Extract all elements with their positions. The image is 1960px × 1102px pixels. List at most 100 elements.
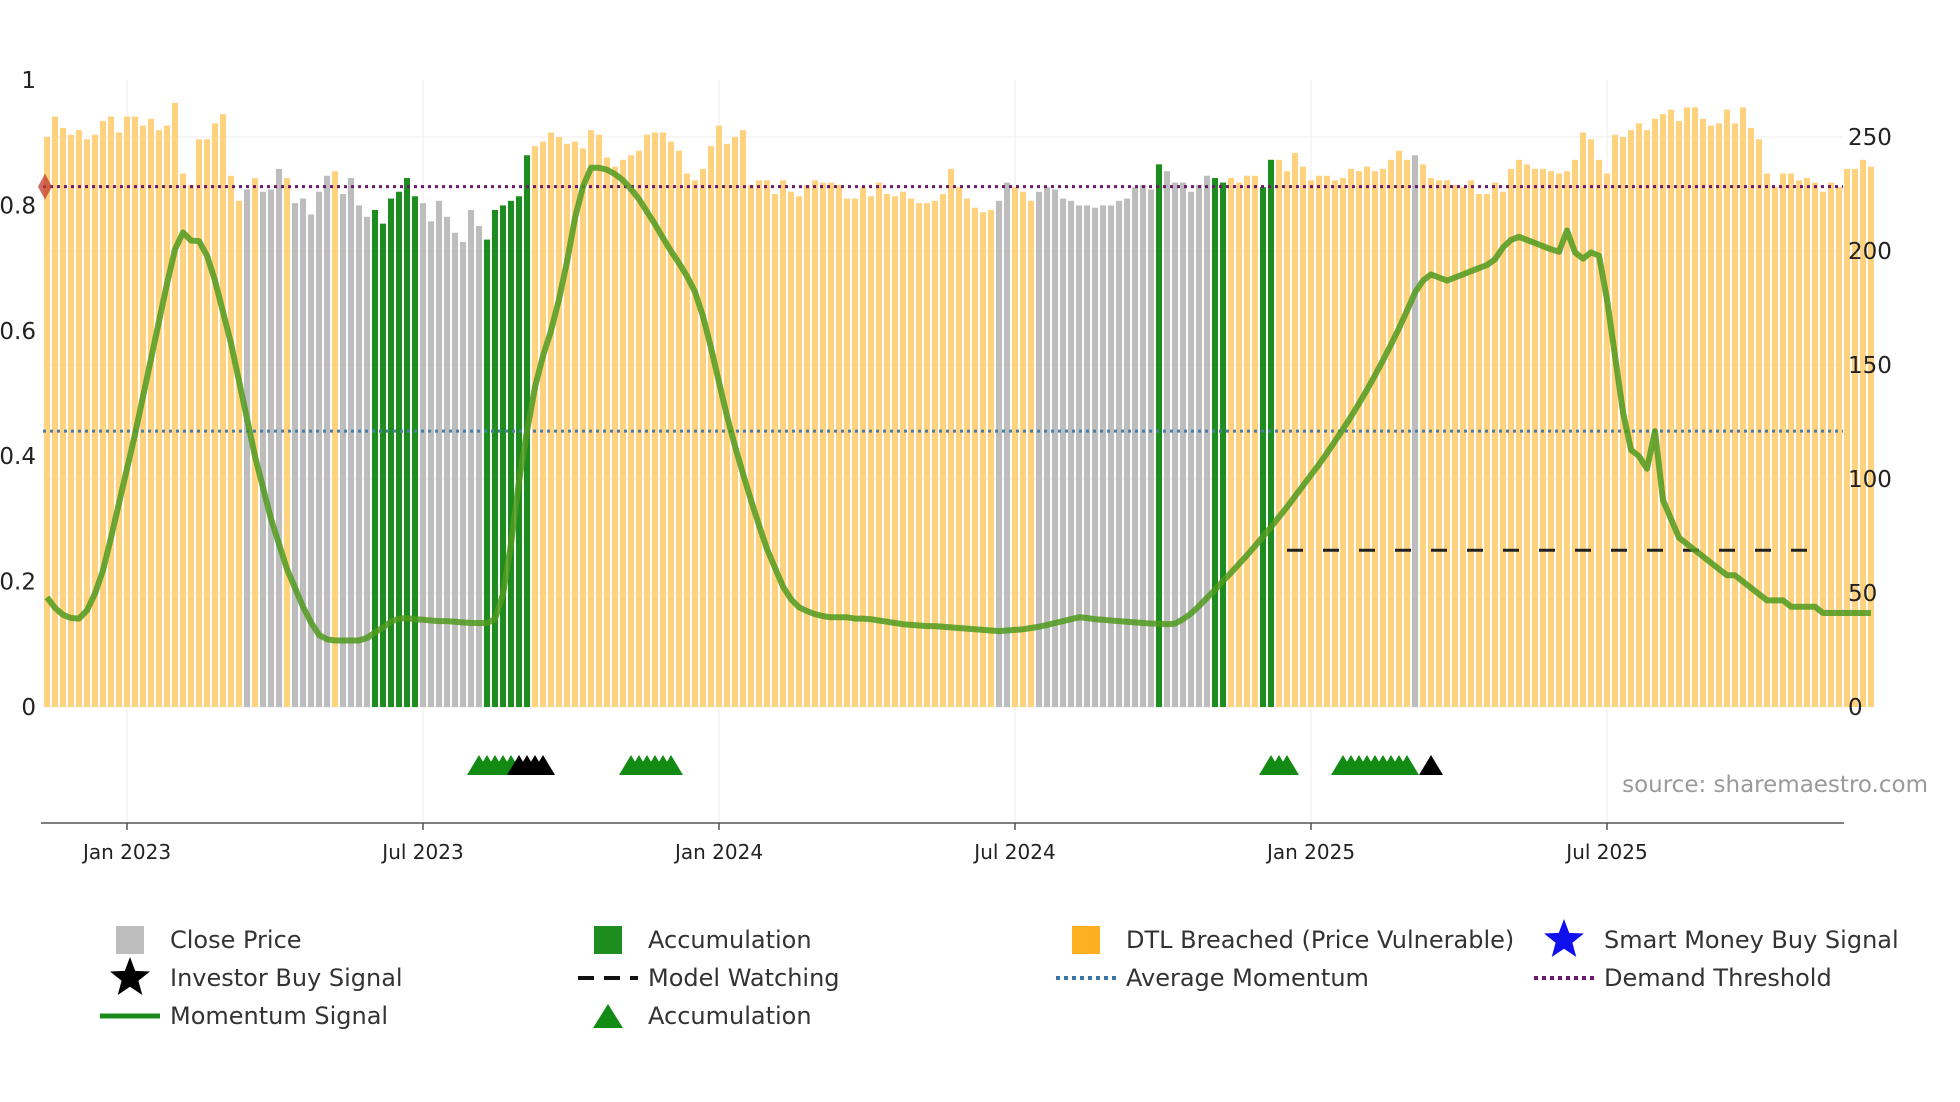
close-price-bar <box>451 232 459 707</box>
dtl-breached-bar <box>659 132 667 707</box>
dtl-breached-bar <box>1715 123 1723 707</box>
close-price-bar <box>467 209 475 707</box>
momentum-signal-line <box>44 164 1871 644</box>
close-price-bar <box>1139 184 1147 707</box>
accumulation-bar <box>483 239 491 707</box>
left-tick-label: 0.4 <box>0 444 36 470</box>
left-tick-label: 0.6 <box>0 319 36 345</box>
dtl-breached-bar <box>123 116 131 708</box>
right-tick-label: 100 <box>1848 467 1892 493</box>
close-price-bar <box>1035 191 1043 708</box>
dtl-breached-bar <box>1435 180 1443 707</box>
x-tick-label: Jan 2023 <box>81 840 171 864</box>
dtl-breached-bar <box>1851 168 1859 708</box>
close-price-bar <box>355 205 363 707</box>
close-price-bar <box>995 200 1003 707</box>
dtl-breached-bar <box>1755 139 1763 707</box>
accumulation-bar <box>1211 178 1219 708</box>
accumulation-bar <box>379 223 387 707</box>
legend-label: Accumulation <box>648 926 812 954</box>
dtl-breached-bar <box>1523 164 1531 708</box>
close-price-bar <box>443 216 451 708</box>
close-price-bar <box>1059 198 1067 707</box>
close-price-bar <box>267 189 275 707</box>
dtl-breached-bar <box>787 191 795 708</box>
dtl-breached-bar <box>1843 168 1851 708</box>
dtl-breached-bar <box>643 134 651 708</box>
dtl-breached-bar <box>1795 180 1803 707</box>
accumulation-bar <box>395 191 403 708</box>
close-price-bar <box>299 198 307 707</box>
accumulation-bar <box>1259 187 1267 707</box>
dtl-breached-bar <box>819 182 827 708</box>
dtl-breached-bar <box>1491 182 1499 708</box>
dtl-breached-bar <box>235 200 243 707</box>
dtl-breached-bar <box>147 118 155 707</box>
signal-panel <box>467 755 1443 775</box>
dtl-breached-bar <box>1667 109 1675 707</box>
legend-label: DTL Breached (Price Vulnerable) <box>1126 926 1514 954</box>
left-tick-label: 0.2 <box>0 570 36 596</box>
close-price-bar <box>1075 205 1083 707</box>
dtl-breached-bar <box>1835 187 1843 707</box>
dtl-breached-bar <box>1323 175 1331 707</box>
dtl-breached-bar <box>779 180 787 707</box>
dtl-breached-bar <box>1563 171 1571 707</box>
accumulation-bar <box>491 209 499 707</box>
dtl-breached-bar <box>867 196 875 707</box>
dtl-breached-bar <box>1763 173 1771 708</box>
dtl-breached-bar <box>59 127 67 707</box>
dtl-breached-bar <box>1251 175 1259 707</box>
dtl-breached-bar <box>1811 182 1819 708</box>
reference-lines <box>38 173 1843 552</box>
close-price-bar <box>1131 187 1139 707</box>
close-price-bar <box>1171 182 1179 708</box>
close-price-bar <box>1099 205 1107 707</box>
dtl-breached-bar <box>99 121 107 708</box>
close-price-bar <box>1115 200 1123 707</box>
close-price-bar <box>475 225 483 708</box>
dtl-breached-bar <box>1347 168 1355 708</box>
dtl-breached-bar <box>1419 164 1427 708</box>
dtl-breached-bar <box>675 150 683 707</box>
accumulation-bar <box>387 198 395 707</box>
dtl-breached-bar <box>1443 180 1451 707</box>
dtl-breached-bar <box>1395 150 1403 707</box>
close-price-bar <box>243 189 251 707</box>
dtl-breached-bar <box>611 166 619 707</box>
dtl-breached-bar <box>155 130 163 707</box>
dtl-breached-bar <box>915 203 923 707</box>
left-axis-tick-labels: 0 0.2 0.4 0.6 0.8 1 <box>0 68 36 721</box>
dtl-breached-bar <box>1363 166 1371 707</box>
dtl-breached-bar <box>1723 109 1731 707</box>
dtl-breached-bar <box>1867 166 1875 707</box>
dtl-breached-bar <box>851 198 859 707</box>
dtl-breached-bar <box>731 137 739 707</box>
accumulation-bar <box>411 196 419 707</box>
dtl-breached-bar <box>955 187 963 707</box>
dtl-breached-bar <box>699 168 707 708</box>
dtl-breached-bar <box>1827 182 1835 708</box>
dtl-breached-bar <box>595 134 603 708</box>
dtl-breached-bar <box>1483 194 1491 707</box>
right-axis-tick-labels: 0 50 100 150 200 250 <box>1848 125 1892 721</box>
close-price-bar <box>275 168 283 708</box>
dtl-breached-bar <box>891 196 899 707</box>
dtl-breached-bar <box>899 191 907 708</box>
close-price-bar <box>435 200 443 707</box>
dtl-breached-bar <box>1531 168 1539 708</box>
dtl-breached-bar <box>1371 171 1379 707</box>
bar-series <box>43 102 1875 708</box>
dtl-breached-bar <box>931 200 939 707</box>
dtl-breached-bar <box>1459 187 1467 707</box>
black-star-icon <box>110 957 150 995</box>
accumulation-bar <box>515 196 523 707</box>
dtl-breached-bar <box>1611 134 1619 708</box>
dtl-breached-bar <box>43 137 51 707</box>
dtl-breached-bar <box>83 139 91 707</box>
dtl-breached-bar <box>1307 180 1315 707</box>
dtl-breached-bar <box>283 178 291 708</box>
dtl-breached-bar <box>1747 127 1755 707</box>
dtl-breached-bar <box>1699 118 1707 707</box>
